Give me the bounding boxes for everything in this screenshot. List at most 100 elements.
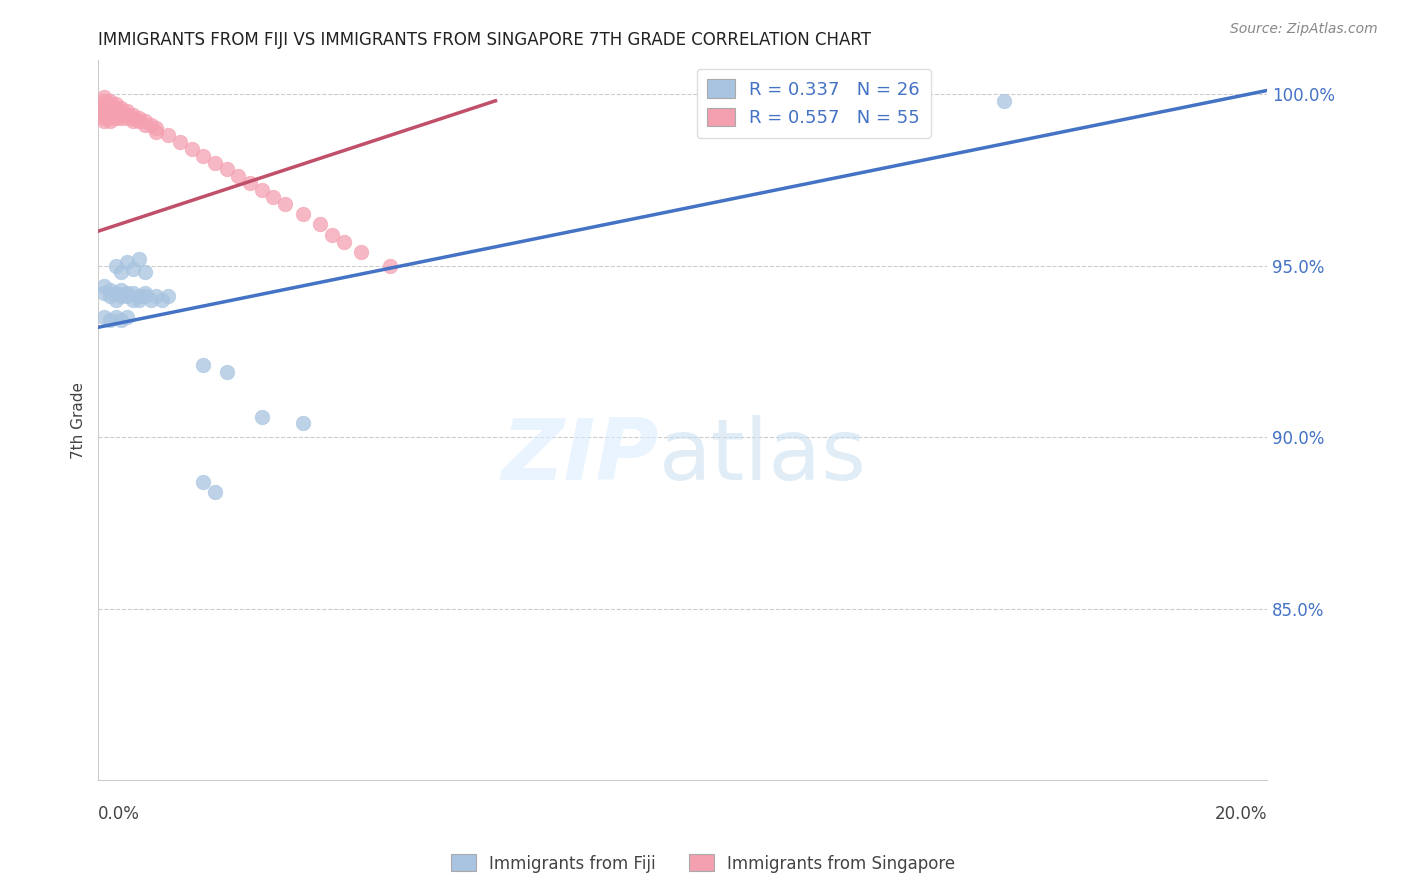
Point bbox=[98, 114, 121, 128]
Point bbox=[93, 101, 115, 115]
Point bbox=[110, 107, 132, 121]
Point bbox=[139, 293, 162, 307]
Text: 20.0%: 20.0% bbox=[1215, 805, 1267, 823]
Point bbox=[98, 111, 121, 125]
Point bbox=[291, 417, 314, 431]
Point bbox=[93, 279, 115, 293]
Point bbox=[122, 107, 145, 121]
Text: ZIP: ZIP bbox=[502, 415, 659, 498]
Point bbox=[110, 104, 132, 119]
Point bbox=[145, 125, 167, 139]
Point bbox=[93, 107, 115, 121]
Point bbox=[117, 310, 139, 324]
Point bbox=[117, 289, 139, 303]
Text: Source: ZipAtlas.com: Source: ZipAtlas.com bbox=[1230, 22, 1378, 37]
Point bbox=[93, 111, 115, 125]
Point bbox=[239, 176, 262, 190]
Point bbox=[128, 114, 150, 128]
Point bbox=[274, 196, 297, 211]
Point bbox=[98, 94, 121, 108]
Point bbox=[93, 114, 115, 128]
Text: atlas: atlas bbox=[659, 415, 868, 498]
Point bbox=[193, 149, 215, 163]
Point bbox=[117, 107, 139, 121]
Point bbox=[110, 289, 132, 303]
Point bbox=[104, 107, 127, 121]
Point bbox=[128, 252, 150, 266]
Point bbox=[104, 310, 127, 324]
Point bbox=[110, 101, 132, 115]
Point bbox=[117, 286, 139, 301]
Point bbox=[134, 118, 156, 132]
Point bbox=[215, 162, 238, 177]
Point bbox=[193, 358, 215, 372]
Point bbox=[134, 265, 156, 279]
Y-axis label: 7th Grade: 7th Grade bbox=[72, 382, 86, 458]
Point bbox=[110, 283, 132, 297]
Text: 0.0%: 0.0% bbox=[98, 805, 141, 823]
Point bbox=[128, 289, 150, 303]
Legend: R = 0.337   N = 26, R = 0.557   N = 55: R = 0.337 N = 26, R = 0.557 N = 55 bbox=[696, 69, 931, 138]
Point bbox=[157, 289, 180, 303]
Point bbox=[93, 286, 115, 301]
Point bbox=[128, 293, 150, 307]
Point bbox=[157, 128, 180, 142]
Point bbox=[122, 293, 145, 307]
Point bbox=[145, 121, 167, 136]
Point bbox=[98, 97, 121, 112]
Point bbox=[93, 90, 115, 104]
Point bbox=[98, 289, 121, 303]
Point bbox=[117, 104, 139, 119]
Point bbox=[122, 111, 145, 125]
Point bbox=[93, 97, 115, 112]
Point bbox=[169, 135, 191, 149]
Point bbox=[226, 169, 249, 184]
Point bbox=[250, 409, 273, 424]
Point bbox=[993, 94, 1015, 108]
Point bbox=[93, 94, 115, 108]
Point bbox=[350, 244, 373, 259]
Point bbox=[110, 111, 132, 125]
Point bbox=[93, 104, 115, 119]
Point bbox=[134, 289, 156, 303]
Point bbox=[104, 259, 127, 273]
Point bbox=[98, 101, 121, 115]
Legend: Immigrants from Fiji, Immigrants from Singapore: Immigrants from Fiji, Immigrants from Si… bbox=[444, 847, 962, 880]
Text: IMMIGRANTS FROM FIJI VS IMMIGRANTS FROM SINGAPORE 7TH GRADE CORRELATION CHART: IMMIGRANTS FROM FIJI VS IMMIGRANTS FROM … bbox=[98, 31, 872, 49]
Point bbox=[117, 111, 139, 125]
Point bbox=[150, 293, 173, 307]
Point bbox=[262, 190, 284, 204]
Point bbox=[93, 310, 115, 324]
Point bbox=[122, 262, 145, 277]
Point bbox=[204, 155, 226, 169]
Point bbox=[98, 107, 121, 121]
Point bbox=[204, 485, 226, 500]
Point bbox=[134, 114, 156, 128]
Point bbox=[193, 475, 215, 489]
Point bbox=[291, 207, 314, 221]
Point bbox=[380, 259, 402, 273]
Point bbox=[139, 118, 162, 132]
Point bbox=[110, 265, 132, 279]
Point bbox=[145, 289, 167, 303]
Point bbox=[332, 235, 354, 249]
Point bbox=[98, 313, 121, 327]
Point bbox=[104, 97, 127, 112]
Point bbox=[98, 104, 121, 119]
Point bbox=[117, 255, 139, 269]
Point bbox=[215, 365, 238, 379]
Point bbox=[134, 286, 156, 301]
Point bbox=[122, 286, 145, 301]
Point bbox=[180, 142, 202, 156]
Point bbox=[128, 111, 150, 125]
Point bbox=[104, 111, 127, 125]
Point bbox=[122, 114, 145, 128]
Point bbox=[104, 104, 127, 119]
Point bbox=[98, 283, 121, 297]
Point bbox=[104, 293, 127, 307]
Point bbox=[309, 218, 332, 232]
Point bbox=[104, 101, 127, 115]
Point bbox=[104, 286, 127, 301]
Point bbox=[321, 227, 343, 242]
Point bbox=[110, 313, 132, 327]
